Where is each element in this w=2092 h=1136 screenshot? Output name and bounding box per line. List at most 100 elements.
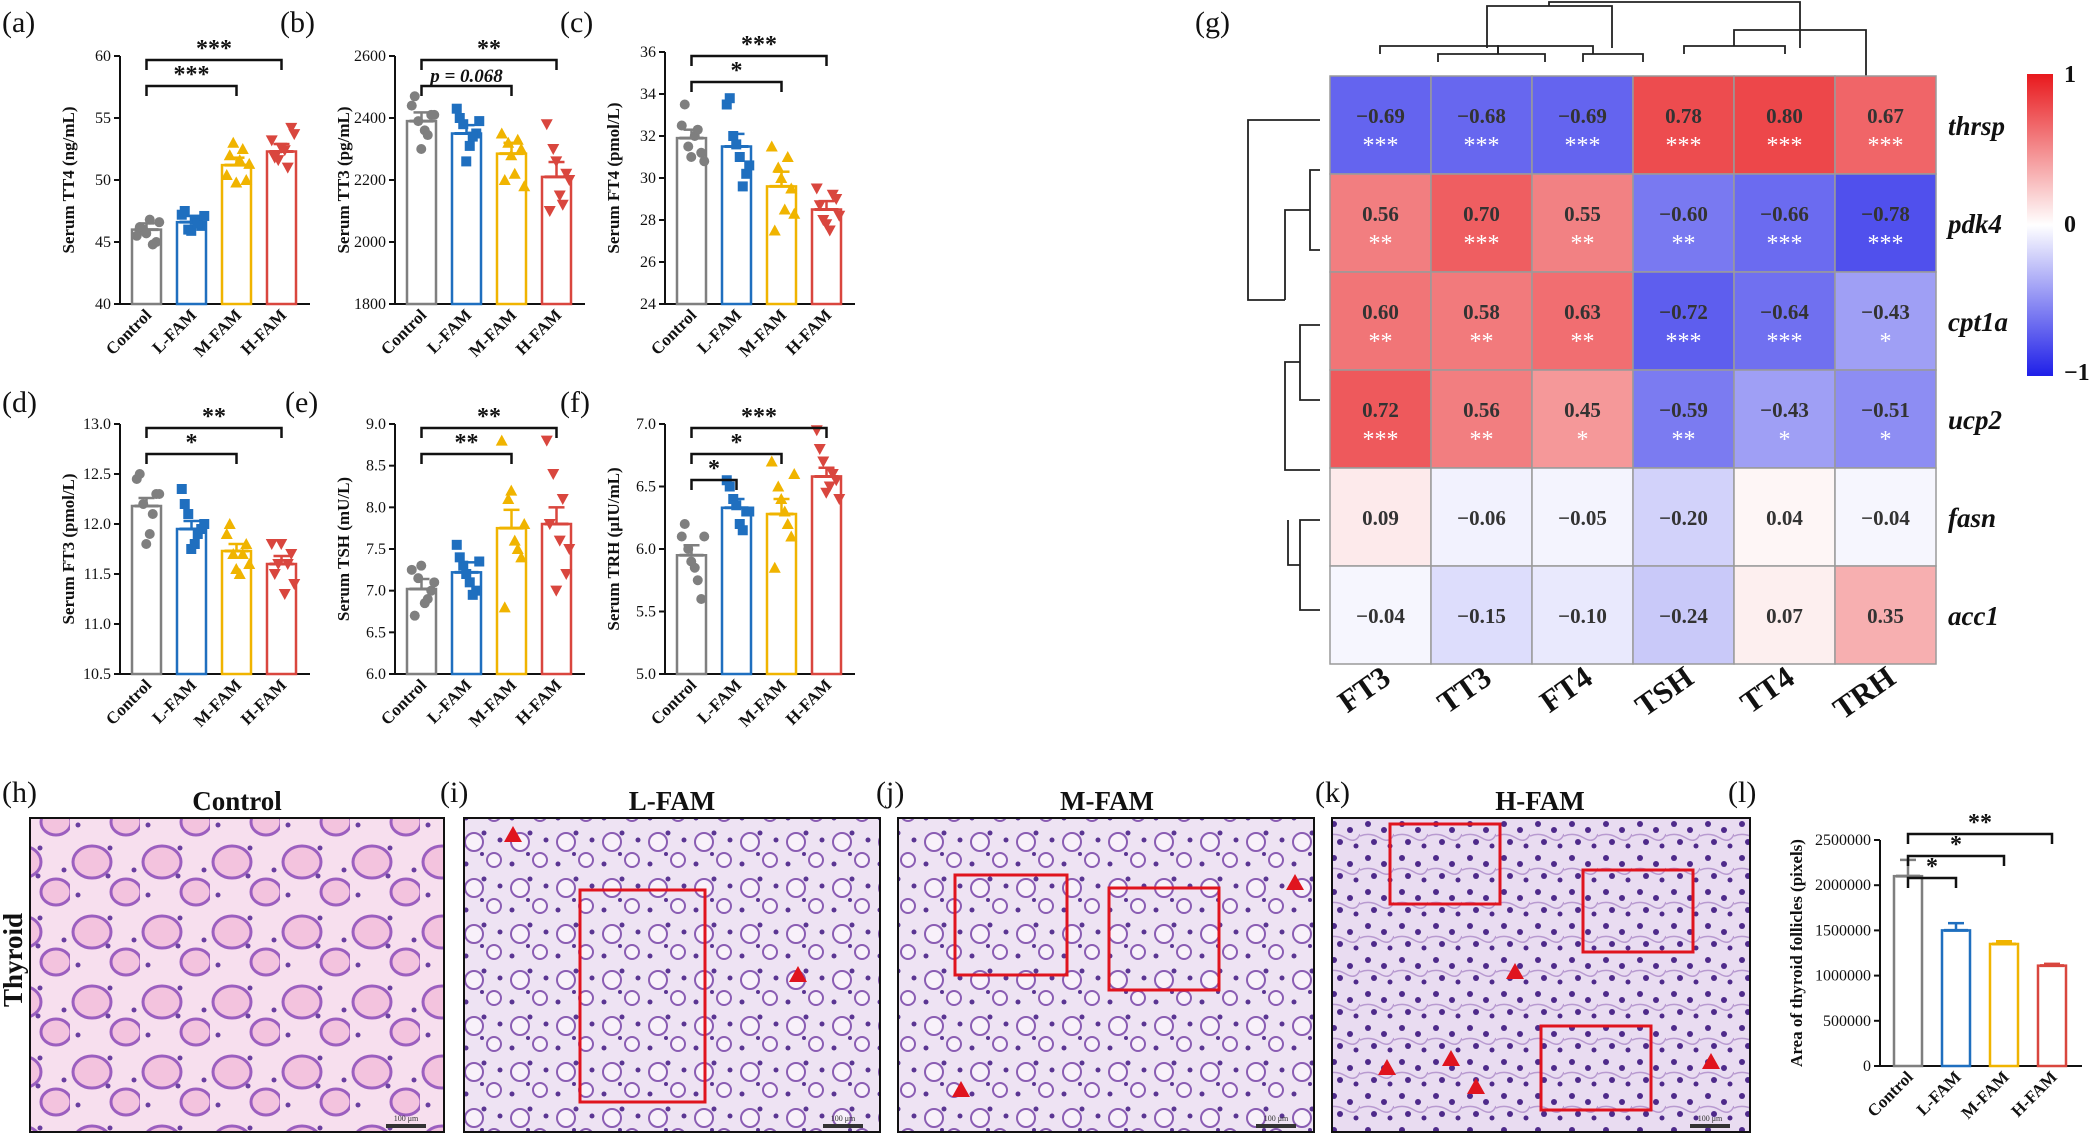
y-tick-label: 40 xyxy=(95,296,111,313)
significance-label: ** xyxy=(477,36,501,62)
y-tick-label: 7.0 xyxy=(366,583,386,600)
heatmap-cell xyxy=(1632,369,1735,469)
data-point xyxy=(511,543,524,554)
color-bar-mid: 0 xyxy=(2064,212,2076,238)
data-point xyxy=(268,152,281,164)
lesion-box xyxy=(1388,822,1502,906)
data-point xyxy=(741,168,752,179)
significance-bracket xyxy=(145,84,238,96)
heatmap-cell xyxy=(1632,565,1735,665)
heatmap-cell-value: 0.07 xyxy=(1766,604,1803,628)
x-tick-label: H-FAM xyxy=(237,675,290,728)
panel-label-g: (g) xyxy=(1195,6,1230,39)
data-point xyxy=(495,434,508,446)
lesion-arrow-icon xyxy=(1286,874,1304,890)
heatmap-column-label: FT3 xyxy=(1331,659,1396,719)
scale-bar-label: 100 μm xyxy=(394,1114,419,1123)
y-tick-label: 55 xyxy=(95,110,111,127)
y-tick-label: 8.0 xyxy=(366,499,386,516)
x-tick-label: M-FAM xyxy=(190,675,245,730)
data-point xyxy=(686,556,697,567)
data-point xyxy=(772,480,785,492)
data-point xyxy=(679,519,690,529)
data-point xyxy=(199,519,210,529)
heatmap-cell xyxy=(1430,467,1533,567)
data-point xyxy=(144,529,155,539)
data-point xyxy=(772,161,785,173)
x-tick-label: Control xyxy=(377,305,430,358)
heatmap-cell-stars: * xyxy=(1779,427,1791,453)
y-tick-label: 5.0 xyxy=(636,666,656,683)
significance-bracket xyxy=(1906,876,1958,888)
data-point xyxy=(147,509,158,519)
x-tick-label: M-FAM xyxy=(735,305,790,360)
data-point xyxy=(553,535,566,547)
data-point xyxy=(734,519,745,529)
heatmap-cell-stars: *** xyxy=(1666,329,1702,355)
data-point xyxy=(236,143,249,154)
y-tick-label: 1500000 xyxy=(1815,922,1871,939)
heatmap-cell-value: −0.59 xyxy=(1659,398,1708,422)
significance-bracket xyxy=(690,426,828,438)
x-tick-label: Control xyxy=(102,305,155,358)
heatmap-cell xyxy=(1834,271,1937,371)
data-point xyxy=(409,610,420,621)
heatmap-cell xyxy=(1632,75,1735,175)
y-tick-label: 2000000 xyxy=(1815,877,1871,894)
significance-bracket xyxy=(1906,832,2054,844)
y-tick-label: 6.5 xyxy=(366,624,386,641)
heatmap-cell-value: −0.78 xyxy=(1861,202,1910,226)
heatmap-cell-value: −0.10 xyxy=(1558,604,1607,628)
heatmap-row-label: ucp2 xyxy=(1948,405,2002,435)
data-point xyxy=(186,544,197,554)
data-point xyxy=(810,183,823,195)
histology-image-control: 100 μm xyxy=(29,817,445,1133)
panel-label-a: (a) xyxy=(2,6,35,39)
significance-label: * xyxy=(731,430,743,456)
data-point xyxy=(721,99,732,110)
data-point xyxy=(230,563,243,574)
histology-title-m-fam: M-FAM xyxy=(1060,786,1154,816)
heatmap-cell-stars: *** xyxy=(1363,427,1399,453)
y-tick-label: 2500000 xyxy=(1815,832,1871,849)
y-tick-label: 500000 xyxy=(1823,1013,1871,1030)
y-tick-label: 60 xyxy=(95,48,111,65)
lesion-arrow-icon xyxy=(1702,1053,1720,1069)
data-point xyxy=(240,538,253,549)
y-tick-label: 6.5 xyxy=(636,479,656,496)
significance-label: * xyxy=(708,456,720,482)
significance-label: ** xyxy=(202,404,226,430)
heatmap-cell-value: −0.66 xyxy=(1760,202,1809,226)
data-point xyxy=(724,481,735,492)
heatmap-column-label: TT3 xyxy=(1431,659,1498,720)
heatmap-cell-value: 0.80 xyxy=(1766,104,1803,128)
bar xyxy=(720,506,753,676)
significance-label: * xyxy=(186,430,198,456)
histology-image-m-fam: 100 μm xyxy=(897,817,1315,1133)
panel-label-b: (b) xyxy=(280,6,315,39)
heatmap-cell-stars: *** xyxy=(1464,133,1500,159)
y-tick-label: 32 xyxy=(640,128,656,145)
heatmap-cell-stars: *** xyxy=(1666,133,1702,159)
data-point xyxy=(676,120,687,131)
data-point xyxy=(781,151,794,162)
heatmap-cell-stars: *** xyxy=(1868,231,1904,257)
heatmap-cell xyxy=(1733,271,1836,371)
heatmap-cell xyxy=(1329,565,1432,665)
heatmap-cell-stars: * xyxy=(1577,427,1589,453)
data-point xyxy=(826,189,839,201)
y-axis-title: Serum FT4 (pmol/L) xyxy=(604,102,623,253)
heatmap-row-label: fasn xyxy=(1948,503,1996,533)
data-point xyxy=(543,206,556,217)
x-tick-label: H-FAM xyxy=(2008,1067,2061,1120)
data-point xyxy=(416,144,427,154)
data-point xyxy=(833,494,846,505)
data-point xyxy=(134,222,145,233)
heatmap-cell-stars: ** xyxy=(1672,231,1696,257)
heatmap-cell xyxy=(1733,565,1836,665)
data-point xyxy=(183,509,194,519)
data-point xyxy=(788,207,801,219)
data-point xyxy=(281,559,294,570)
data-point xyxy=(556,494,569,505)
data-point xyxy=(511,133,524,145)
